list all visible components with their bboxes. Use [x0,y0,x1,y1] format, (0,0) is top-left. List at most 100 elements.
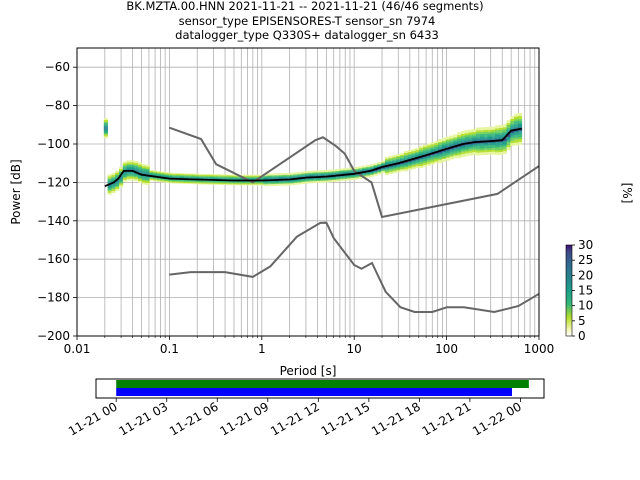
heatmap-cell [149,176,154,178]
heatmap-cell [457,136,462,138]
heatmap-cell [134,176,139,178]
heatmap-cell [145,173,150,175]
heatmap-cell [301,171,306,173]
heatmap-cell [213,182,219,184]
heatmap-cell [270,183,276,185]
heatmap-cell [491,145,496,147]
heatmap-cell [141,167,146,169]
heatmap-cell [107,174,112,176]
heatmap-cell [175,180,181,182]
heatmap-cell [122,165,127,167]
heatmap-cell [316,170,321,172]
heatmap-cell [384,172,390,174]
heatmap-cell [464,133,469,135]
heatmap-cell [426,146,431,148]
heatmap-cell [510,137,515,139]
heatmap-cell [373,164,378,166]
heatmap-cell [308,171,314,173]
heatmap-cell [517,143,523,145]
heatmap-cell [457,150,462,152]
heatmap-cell [441,145,447,147]
heatmap-cell [453,137,458,139]
heatmap-cell [502,141,507,143]
heatmap-cell [107,175,112,177]
heatmap-cell [118,181,124,183]
heatmap-cell [179,176,184,178]
heatmap-cell [141,164,146,166]
heatmap-cell [267,173,272,175]
heatmap-cell [164,180,169,182]
heatmap-cell [118,167,124,169]
heatmap-cell [498,130,504,132]
heatmap-cell [388,160,393,162]
heatmap-cell [434,144,439,146]
heatmap-cell [434,145,439,147]
heatmap-cell [419,145,424,147]
heatmap-cell [153,173,158,175]
heatmap-cell [187,177,192,179]
heatmap-cell [445,159,450,161]
heatmap-cell [316,171,321,173]
heatmap-cell [134,179,139,181]
heatmap-cell [449,152,454,154]
heatmap-cell [377,164,382,166]
colorbar-tick-label: 25 [578,253,593,267]
heatmap-cell [297,183,302,185]
heatmap-cell [118,168,124,170]
heatmap-cell [145,180,150,182]
heatmap-cell [438,161,443,163]
heatmap-cell [476,150,481,152]
heatmap-cell [115,175,120,177]
heatmap-cell [476,142,481,144]
heatmap-cell [506,139,511,141]
heatmap-cell [194,173,200,175]
heatmap-cell [118,171,124,173]
heatmap-cell [130,173,135,175]
heatmap-cell [426,161,431,163]
heatmap-cell [324,177,329,179]
heatmap-cell [441,157,447,159]
heatmap-cell [236,182,241,184]
heatmap-cell [232,175,238,177]
heatmap-cell [502,130,507,132]
heatmap-cell [282,181,287,183]
heatmap-cell [331,179,336,181]
heatmap-cell [198,176,203,178]
heatmap-cell [384,170,390,172]
heatmap-cell [514,114,519,116]
heatmap-cell [502,153,507,155]
heatmap-cell [472,132,477,134]
heatmap-cell [350,172,355,174]
heatmap-cell [498,149,504,151]
heatmap-cell [498,151,504,153]
heatmap-cell [141,177,146,179]
heatmap-cell [502,124,507,126]
heatmap-cell [483,150,488,152]
heatmap-cell [468,148,473,150]
heatmap-cell [183,180,188,182]
heatmap-cell [510,141,515,143]
heatmap-cell [495,145,500,147]
heatmap-cell [381,172,386,174]
heatmap-cell [472,130,477,132]
heatmap-cell [514,136,519,138]
heatmap-cell [183,173,188,175]
heatmap-cell [422,148,428,150]
heatmap-cell [396,155,401,157]
heatmap-cell [251,183,257,185]
coverage-bars [116,380,529,396]
heatmap-cell [445,150,450,152]
heatmap-cell [514,119,519,121]
heatmap-cell [377,161,382,163]
heatmap-cell [438,143,443,145]
heatmap-cell [514,131,519,133]
heatmap-cell [118,183,124,185]
heatmap-cell [327,177,333,179]
heatmap-cell [491,137,496,139]
heatmap-cell [472,149,477,151]
heatmap-cell [415,165,420,167]
heatmap-cell [472,139,477,141]
heatmap-cell [487,131,492,133]
heatmap-cell [331,171,336,173]
heatmap-cell [491,146,496,148]
